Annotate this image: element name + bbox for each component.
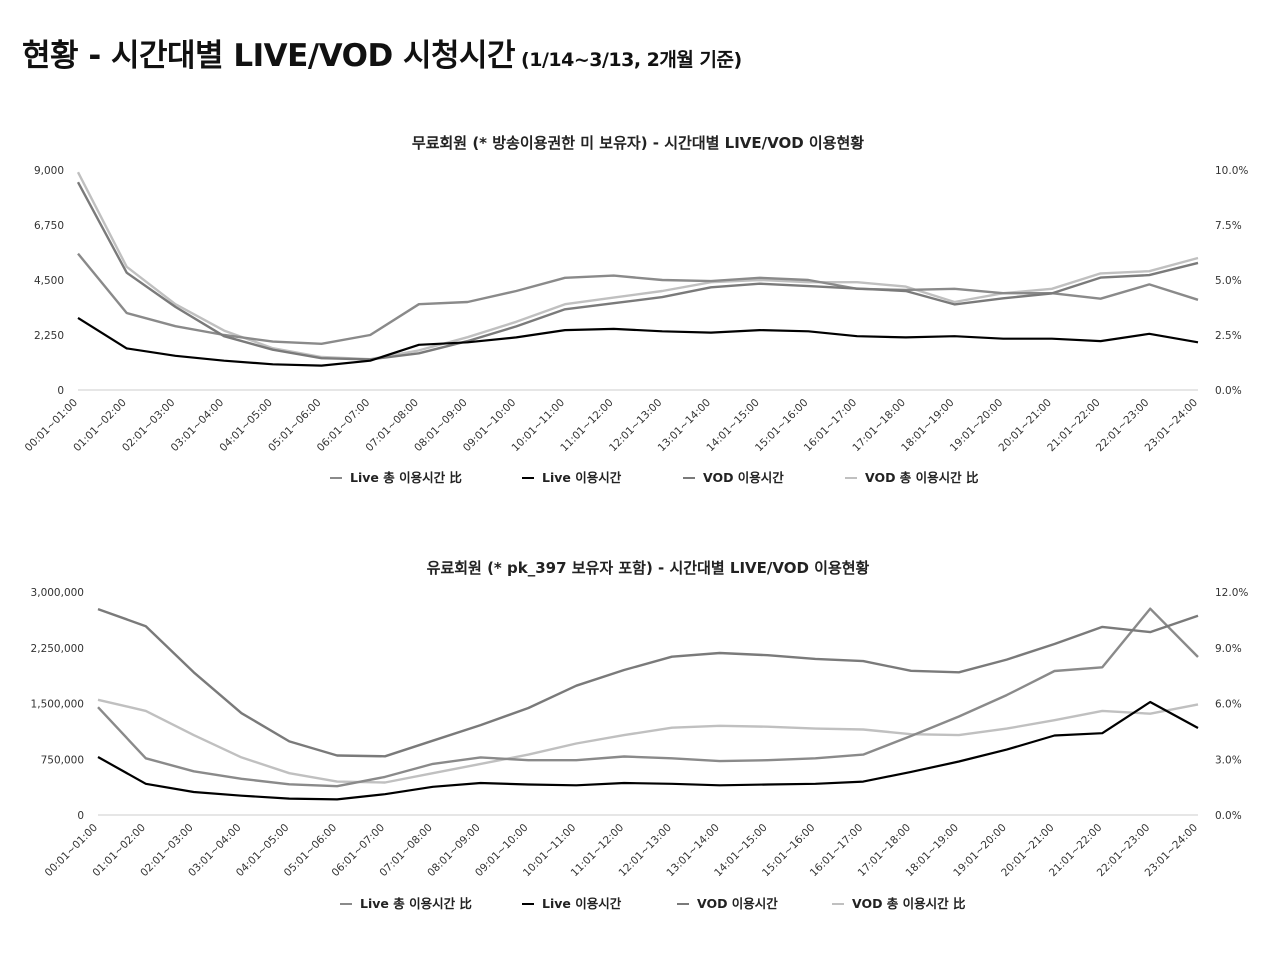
y-left-tick-label: 0 (77, 810, 84, 822)
page-title-text: 현황 - 시간대별 LIVE/VOD 시청시간 (22, 38, 516, 74)
legend-item: VOD 총 이용시간 比 (832, 896, 966, 911)
legend-item: Live 총 이용시간 比 (340, 896, 472, 911)
y-right-tick-label: 10.0% (1215, 165, 1248, 177)
y-left-tick-label: 3,000,000 (31, 587, 84, 599)
series-line-live-time (97, 700, 1199, 801)
legend-item: Live 총 이용시간 比 (330, 470, 462, 485)
y-right-tick-label: 12.0% (1215, 587, 1248, 599)
legend-label: VOD 총 이용시간 比 (852, 896, 966, 911)
series-line-live-share (77, 252, 1199, 346)
legend-label: Live 이용시간 (542, 896, 622, 911)
legend-label: Live 이용시간 (542, 470, 622, 485)
y-right-tick-label: 9.0% (1215, 643, 1242, 655)
chart-title: 유료회원 (* pk_397 보유자 포함) - 시간대별 LIVE/VOD 이… (427, 559, 870, 577)
legend-item: VOD 이용시간 (683, 470, 784, 485)
y-right-tick-label: 7.5% (1215, 220, 1242, 232)
y-right-tick-label: 2.5% (1215, 330, 1242, 342)
page-title: 현황 - 시간대별 LIVE/VOD 시청시간 (1/14~3/13, 2개월 기… (22, 30, 742, 75)
legend-item: Live 이용시간 (522, 470, 622, 485)
chart-free-members: 무료회원 (* 방송이용권한 미 보유자) - 시간대별 LIVE/VOD 이용… (23, 134, 1249, 485)
legend-label: Live 총 이용시간 比 (350, 470, 462, 485)
y-left-tick-label: 4,500 (34, 275, 64, 287)
legend-label: Live 총 이용시간 比 (360, 896, 472, 911)
y-left-tick-label: 1,500,000 (31, 699, 84, 711)
series-line-live-time (77, 316, 1199, 367)
legend-label: VOD 총 이용시간 比 (865, 470, 979, 485)
y-left-tick-label: 0 (57, 385, 64, 397)
y-right-tick-label: 5.0% (1215, 275, 1242, 287)
page-subtitle: (1/14~3/13, 2개월 기준) (521, 49, 742, 71)
chart-title: 무료회원 (* 방송이용권한 미 보유자) - 시간대별 LIVE/VOD 이용… (412, 134, 864, 152)
legend-item: Live 이용시간 (522, 896, 622, 911)
y-left-tick-label: 2,250,000 (31, 643, 84, 655)
y-left-tick-label: 6,750 (34, 220, 64, 232)
chart-paid-members: 유료회원 (* pk_397 보유자 포함) - 시간대별 LIVE/VOD 이… (31, 559, 1249, 911)
legend-label: VOD 이용시간 (697, 896, 778, 911)
series-line-vod-time (76, 181, 1199, 361)
legend-item: VOD 이용시간 (677, 896, 778, 911)
y-right-tick-label: 0.0% (1215, 810, 1242, 822)
series-line-vod-share (97, 698, 1199, 784)
y-right-tick-label: 0.0% (1215, 385, 1242, 397)
y-left-tick-label: 9,000 (34, 165, 64, 177)
y-left-tick-label: 750,000 (41, 754, 84, 766)
y-right-tick-label: 3.0% (1215, 754, 1242, 766)
legend-item: VOD 총 이용시간 比 (845, 470, 979, 485)
y-left-tick-label: 2,250 (34, 330, 64, 342)
y-right-tick-label: 6.0% (1215, 699, 1242, 711)
series-line-live-share (97, 607, 1199, 788)
legend-label: VOD 이용시간 (703, 470, 784, 485)
series-line-vod-time (97, 607, 1199, 758)
